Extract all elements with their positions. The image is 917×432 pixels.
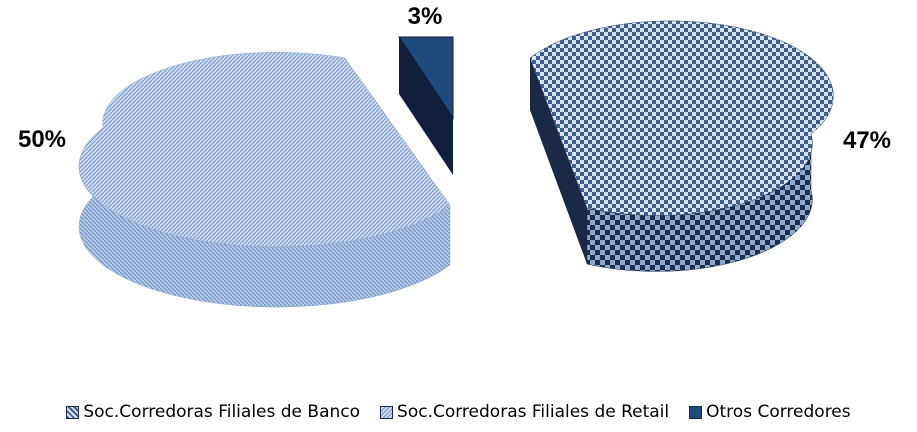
slice-banco-top	[529, 20, 834, 216]
legend-label-retail: Soc.Corredoras Filiales de Retail	[397, 402, 670, 422]
slice-otros-corredores	[398, 36, 454, 175]
legend-swatch-retail	[380, 405, 394, 419]
slice-otros-side	[399, 37, 453, 175]
legend-item-retail: Soc.Corredoras Filiales de Retail	[380, 402, 669, 422]
slice-retail-top	[78, 52, 451, 248]
chart-legend: Soc.Corredoras Filiales de Banco Soc.Cor…	[0, 398, 917, 426]
legend-label-otros: Otros Corredores	[706, 402, 851, 422]
legend-item-otros: Otros Corredores	[689, 402, 851, 422]
legend-item-banco: Soc.Corredoras Filiales de Banco	[66, 402, 360, 422]
legend-label-banco: Soc.Corredoras Filiales de Banco	[83, 402, 361, 422]
legend-swatch-banco	[66, 405, 80, 419]
label-banco-percent: 47%	[843, 127, 891, 154]
label-otros-percent: 3%	[408, 3, 443, 30]
legend-swatch-otros	[689, 405, 703, 419]
label-retail-percent: 50%	[18, 126, 66, 153]
slice-filiales-retail	[78, 52, 451, 308]
slice-filiales-banco	[529, 20, 834, 272]
slice-banco-inner	[530, 58, 587, 264]
slice-otros-top	[398, 36, 454, 120]
